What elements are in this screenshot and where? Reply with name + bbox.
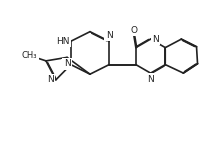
Text: N: N xyxy=(47,75,54,84)
Text: N: N xyxy=(147,75,154,84)
Text: O: O xyxy=(130,26,137,35)
Text: N: N xyxy=(152,35,159,44)
Text: N: N xyxy=(106,31,113,40)
Text: HN: HN xyxy=(56,37,69,46)
Text: N: N xyxy=(64,59,70,68)
Text: N: N xyxy=(62,60,69,69)
Text: CH₃: CH₃ xyxy=(22,51,37,60)
